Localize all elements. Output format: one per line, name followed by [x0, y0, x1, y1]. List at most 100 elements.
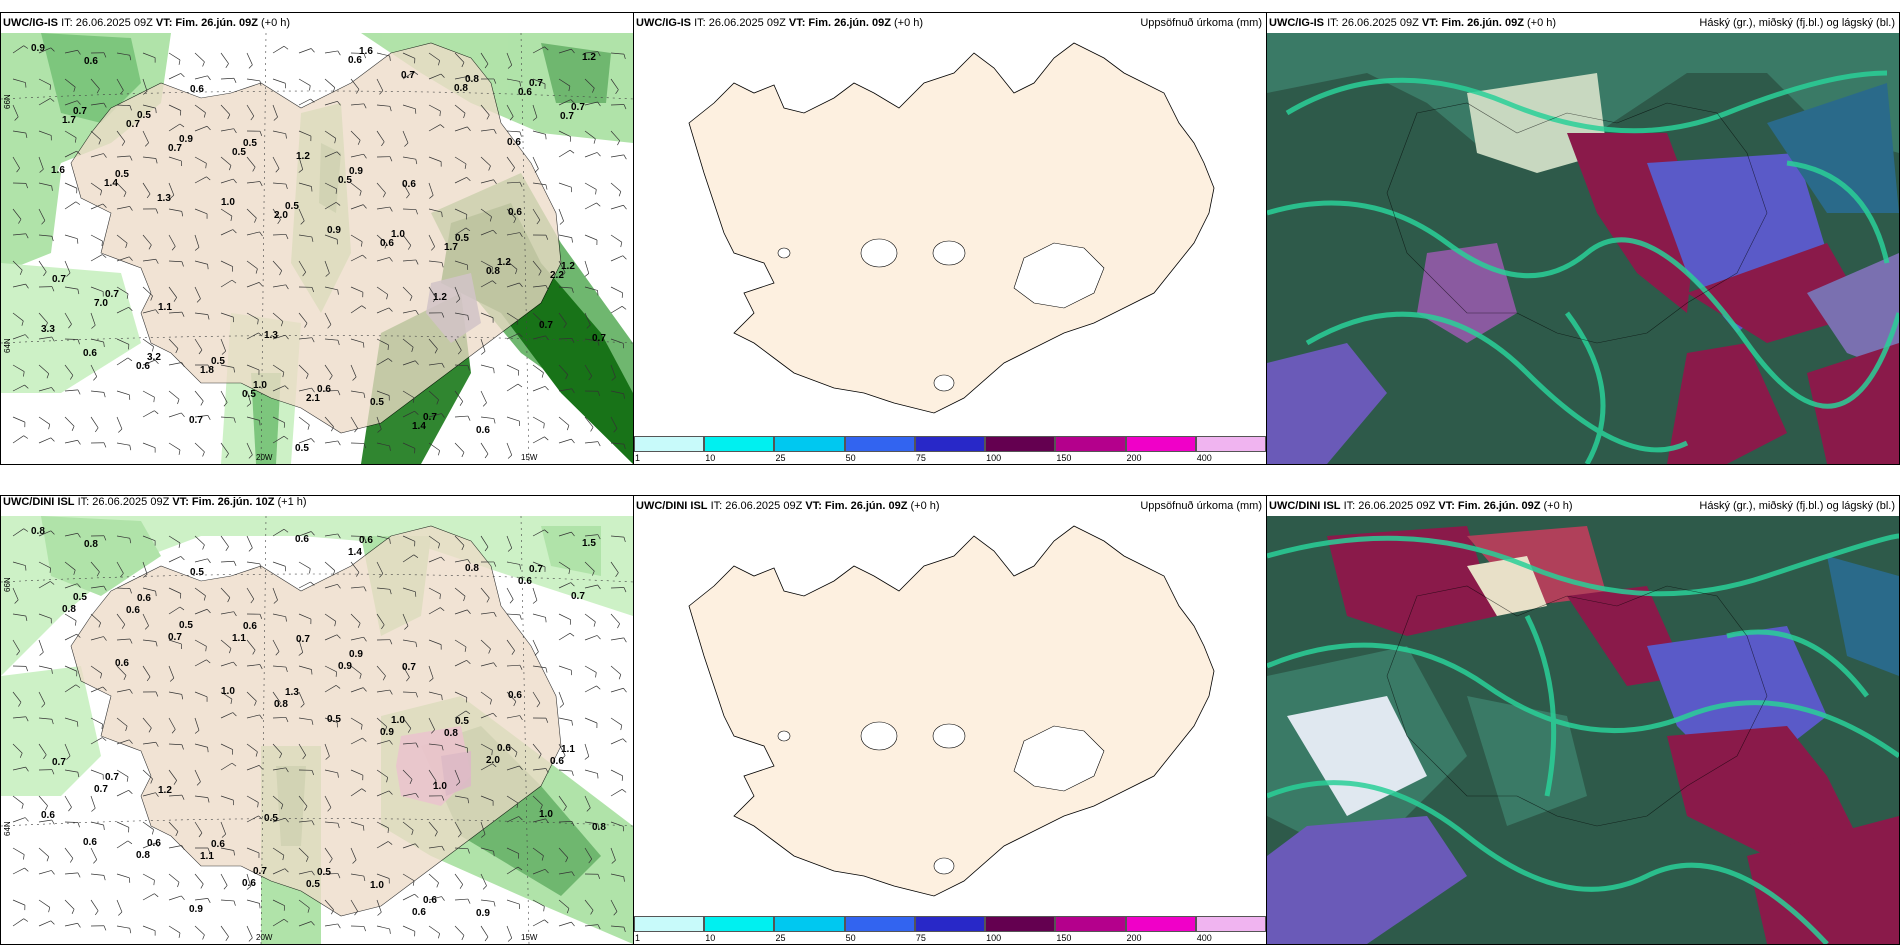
wind-barb-flag: [150, 778, 153, 784]
wind-barb-flag: [389, 156, 393, 162]
wind-barb-flag: [298, 169, 303, 173]
wind-barb: [584, 561, 595, 572]
wind-barb: [272, 364, 285, 373]
wind-barb: [12, 867, 25, 875]
wind-barb: [168, 873, 180, 883]
wind-barb: [324, 416, 334, 427]
wind-barb-flag: [123, 192, 127, 198]
wind-barb: [428, 717, 436, 730]
wind-barb: [298, 364, 309, 375]
wind-barb-flag: [154, 359, 159, 364]
wind-barb-flag: [596, 635, 601, 640]
wind-barb-flag: [225, 936, 229, 941]
wind-barb-flag: [75, 684, 81, 688]
wind-barb-flag: [457, 833, 462, 838]
precip-value-label: 0.6: [295, 534, 309, 545]
wind-barb: [350, 286, 364, 293]
wind-barb-flag: [467, 609, 471, 614]
wind-barb-flag: [441, 795, 445, 801]
wind-barb: [116, 638, 130, 641]
wind-barb-flag: [467, 848, 470, 854]
wind-barb: [64, 201, 77, 210]
wind-barb-flag: [544, 869, 549, 874]
wind-barb-flag: [621, 306, 627, 310]
precip-value-label: 1.2: [296, 151, 310, 162]
wind-barb-flag: [413, 71, 419, 76]
wind-barb-flag: [545, 234, 549, 240]
wind-barb: [64, 182, 78, 189]
wind-barb: [428, 52, 440, 61]
wind-barb-flag: [202, 544, 205, 550]
wind-barb-flag: [507, 937, 512, 942]
wind-barb: [532, 691, 541, 704]
wind-barb-flag: [440, 607, 445, 612]
wind-barb-flag: [298, 652, 303, 656]
wind-barb-flag: [597, 290, 599, 296]
wind-barb-flag: [250, 598, 255, 604]
wind-barb: [454, 415, 468, 418]
colorbar-cell: [1055, 916, 1126, 932]
precip-value-label: 0.7: [423, 412, 437, 423]
wind-barb-flag: [459, 884, 464, 889]
wind-barb: [298, 639, 304, 653]
wind-barb-flag: [250, 115, 255, 121]
precip-value-label: 0.5: [211, 356, 225, 367]
wind-barb-flag: [50, 530, 55, 535]
wind-barb-flag: [492, 763, 497, 768]
wind-barb: [558, 717, 572, 721]
wind-barb-flag: [309, 85, 311, 91]
wind-barb-flag: [434, 831, 438, 837]
wind-barb: [428, 182, 434, 196]
wind-barb: [376, 535, 390, 540]
wind-barb-flag: [148, 244, 152, 250]
precip-value-label: 0.8: [465, 74, 479, 85]
wind-barb: [194, 286, 201, 299]
wind-barb: [480, 104, 490, 116]
precip-value-label: 0.5: [264, 813, 278, 824]
wind-barb: [246, 364, 260, 371]
wind-barb-flag: [311, 287, 315, 293]
wind-barb-flag: [492, 280, 497, 285]
panel-header: UWC/DINI ISL IT: 26.06.2025 09Z VT: Fim.…: [1269, 500, 1895, 512]
wind-barb: [350, 821, 364, 826]
wind-barb: [402, 130, 409, 144]
wind-barb-flag: [439, 594, 441, 600]
wind-barb-flag: [363, 636, 367, 642]
wind-barb: [64, 416, 75, 427]
wind-barb-flag: [181, 412, 185, 418]
wind-barb-flag: [311, 236, 314, 242]
precip-value-label: 1.2: [497, 257, 511, 268]
wind-barb-flag: [24, 334, 29, 339]
wind-barb-flag: [563, 806, 567, 811]
wind-barb-flag: [467, 365, 470, 371]
wind-barb: [142, 873, 155, 881]
wind-barb-flag: [337, 923, 341, 929]
wind-barb: [298, 337, 312, 340]
wind-barb-flag: [379, 573, 384, 578]
wind-barb-flag: [154, 410, 159, 415]
wind-barb-flag: [429, 195, 434, 199]
cloud-cover-map: [1267, 516, 1899, 944]
wind-barb: [116, 561, 124, 574]
wind-barb-flag: [586, 807, 591, 812]
wind-barb-flag: [493, 78, 497, 84]
wind-barb-flag: [181, 794, 185, 800]
wind-barb-flag: [129, 55, 132, 61]
wind-barb: [584, 78, 595, 89]
wind-barb: [402, 792, 416, 797]
wind-barb-flag: [259, 614, 263, 619]
wind-barb: [298, 182, 312, 187]
wind-barb-flag: [489, 216, 492, 222]
wind-barb-flag: [148, 727, 152, 733]
wind-barb-flag: [285, 767, 289, 773]
wind-barb-flag: [571, 531, 575, 537]
wind-barb-flag: [76, 633, 81, 638]
wind-barb: [428, 413, 442, 418]
wind-barb-flag: [540, 804, 543, 810]
wind-barb: [350, 416, 358, 429]
wind-barb: [532, 78, 546, 85]
wind-barb: [402, 182, 410, 195]
wind-barb: [350, 665, 362, 675]
wind-barb-flag: [310, 531, 315, 536]
precip-value-label: 0.8: [274, 699, 288, 710]
